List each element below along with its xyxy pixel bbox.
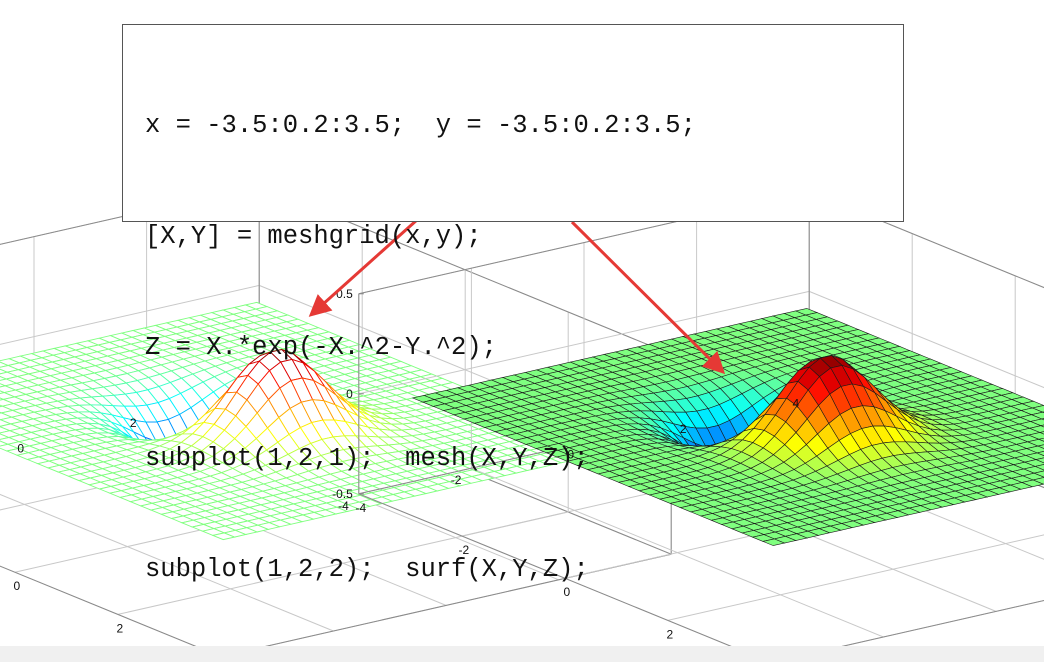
x-tick-label: 2 [116, 621, 123, 635]
y-tick-label: 0 [17, 442, 24, 456]
x-tick-label: 0 [13, 579, 20, 593]
code-line: [X,Y] = meshgrid(x,y); [145, 222, 482, 251]
y-tick-label: 0 [567, 448, 574, 462]
x-tick-label: 0 [563, 585, 570, 599]
mesh [0, 301, 619, 541]
bottom-strip [0, 646, 1044, 662]
axis-edge [358, 493, 732, 646]
grid-line [471, 467, 884, 638]
axis-edge [841, 599, 1044, 646]
surface-patch [1036, 444, 1044, 449]
x-tick-label: -4 [355, 501, 366, 515]
mesh-patch [211, 532, 237, 541]
grid-line [809, 290, 1044, 389]
z-tick-label: -0.5 [332, 487, 353, 501]
grid-line [0, 493, 334, 632]
y-tick-label: 2 [680, 422, 687, 436]
z-tick-label: 0 [346, 387, 353, 401]
surface [411, 308, 1044, 546]
code-box: x = -3.5:0.2:3.5; y = -3.5:0.2:3.5; [X,Y… [122, 24, 904, 584]
grid-line [358, 290, 810, 395]
y-tick-label: -4 [338, 499, 349, 513]
surface-patch [761, 538, 786, 546]
code-line: subplot(1,2,2); surf(X,Y,Z); [145, 555, 589, 584]
axis-edge [0, 565, 197, 646]
y-tick-label: -2 [451, 473, 462, 487]
x-tick-label: 2 [666, 627, 673, 641]
grid-line [0, 284, 260, 345]
arrow-to-surf [570, 220, 726, 375]
code-line: Z = X.*exp(-X.^2-Y.^2); [145, 333, 497, 362]
y-tick-label: 4 [793, 396, 800, 410]
x-tick-label: -2 [458, 543, 469, 557]
code-line: subplot(1,2,1); mesh(X,Y,Z); [145, 444, 589, 473]
y-tick-label: 2 [130, 416, 137, 430]
code-line: x = -3.5:0.2:3.5; y = -3.5:0.2:3.5; [145, 111, 696, 140]
